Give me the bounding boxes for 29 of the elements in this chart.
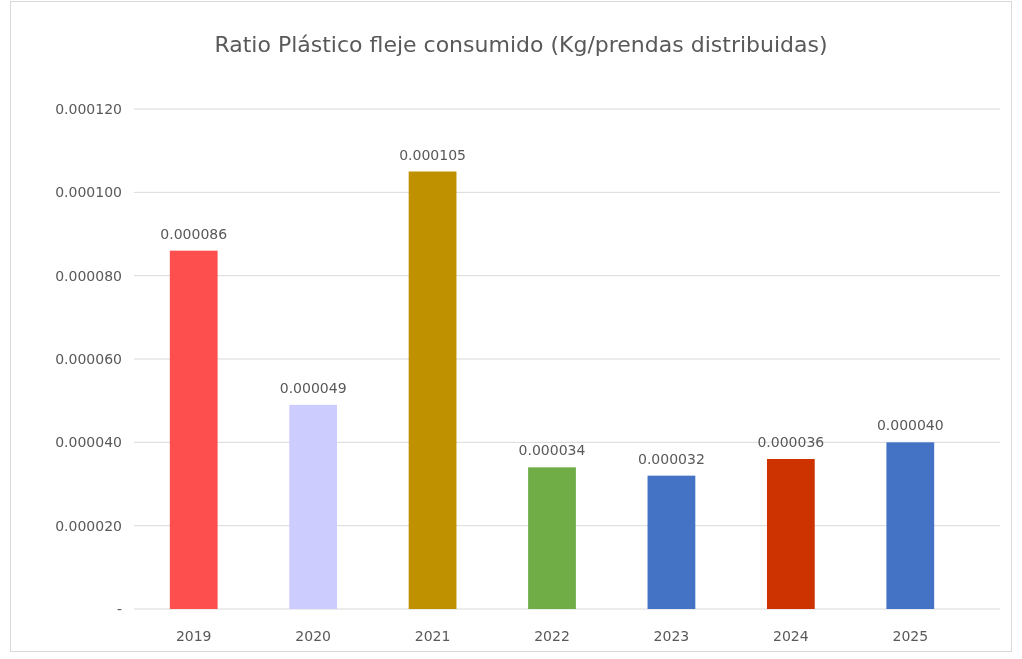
bar bbox=[766, 459, 815, 609]
x-tick-label: 2019 bbox=[175, 627, 212, 644]
bar bbox=[647, 475, 696, 609]
y-tick-label: 0.000100 bbox=[55, 184, 122, 201]
x-tick-label: 2021 bbox=[414, 627, 451, 644]
y-tick-label: 0.000080 bbox=[55, 267, 122, 284]
data-label: 0.000032 bbox=[638, 450, 705, 467]
data-label: 0.000036 bbox=[757, 434, 825, 450]
data-label: 0.000049 bbox=[279, 379, 347, 396]
data-label: 0.000040 bbox=[876, 417, 944, 434]
y-tick-label: - bbox=[116, 600, 122, 617]
y-tick-label: 0.000020 bbox=[55, 517, 122, 534]
y-tick-label: 0.000040 bbox=[55, 434, 122, 451]
y-tick-label: 0.000060 bbox=[55, 350, 122, 367]
bar bbox=[886, 442, 935, 609]
y-tick-label: 0.000120 bbox=[55, 100, 122, 117]
x-tick-label: 2020 bbox=[295, 627, 331, 644]
bar bbox=[289, 404, 338, 609]
x-tick-label: 2022 bbox=[534, 627, 570, 644]
data-label: 0.000086 bbox=[160, 225, 228, 242]
x-tick-label: 2025 bbox=[892, 627, 929, 644]
data-label: 0.000105 bbox=[399, 146, 466, 163]
x-tick-label: 2024 bbox=[773, 627, 809, 644]
bar bbox=[408, 171, 457, 609]
x-tick-label: 2023 bbox=[653, 627, 690, 644]
bar bbox=[169, 250, 218, 609]
data-label: 0.000034 bbox=[518, 442, 586, 459]
bar bbox=[528, 467, 576, 609]
chart-title: Ratio Plástico fleje consumido (Kg/prendas distribuidas) bbox=[214, 32, 828, 57]
